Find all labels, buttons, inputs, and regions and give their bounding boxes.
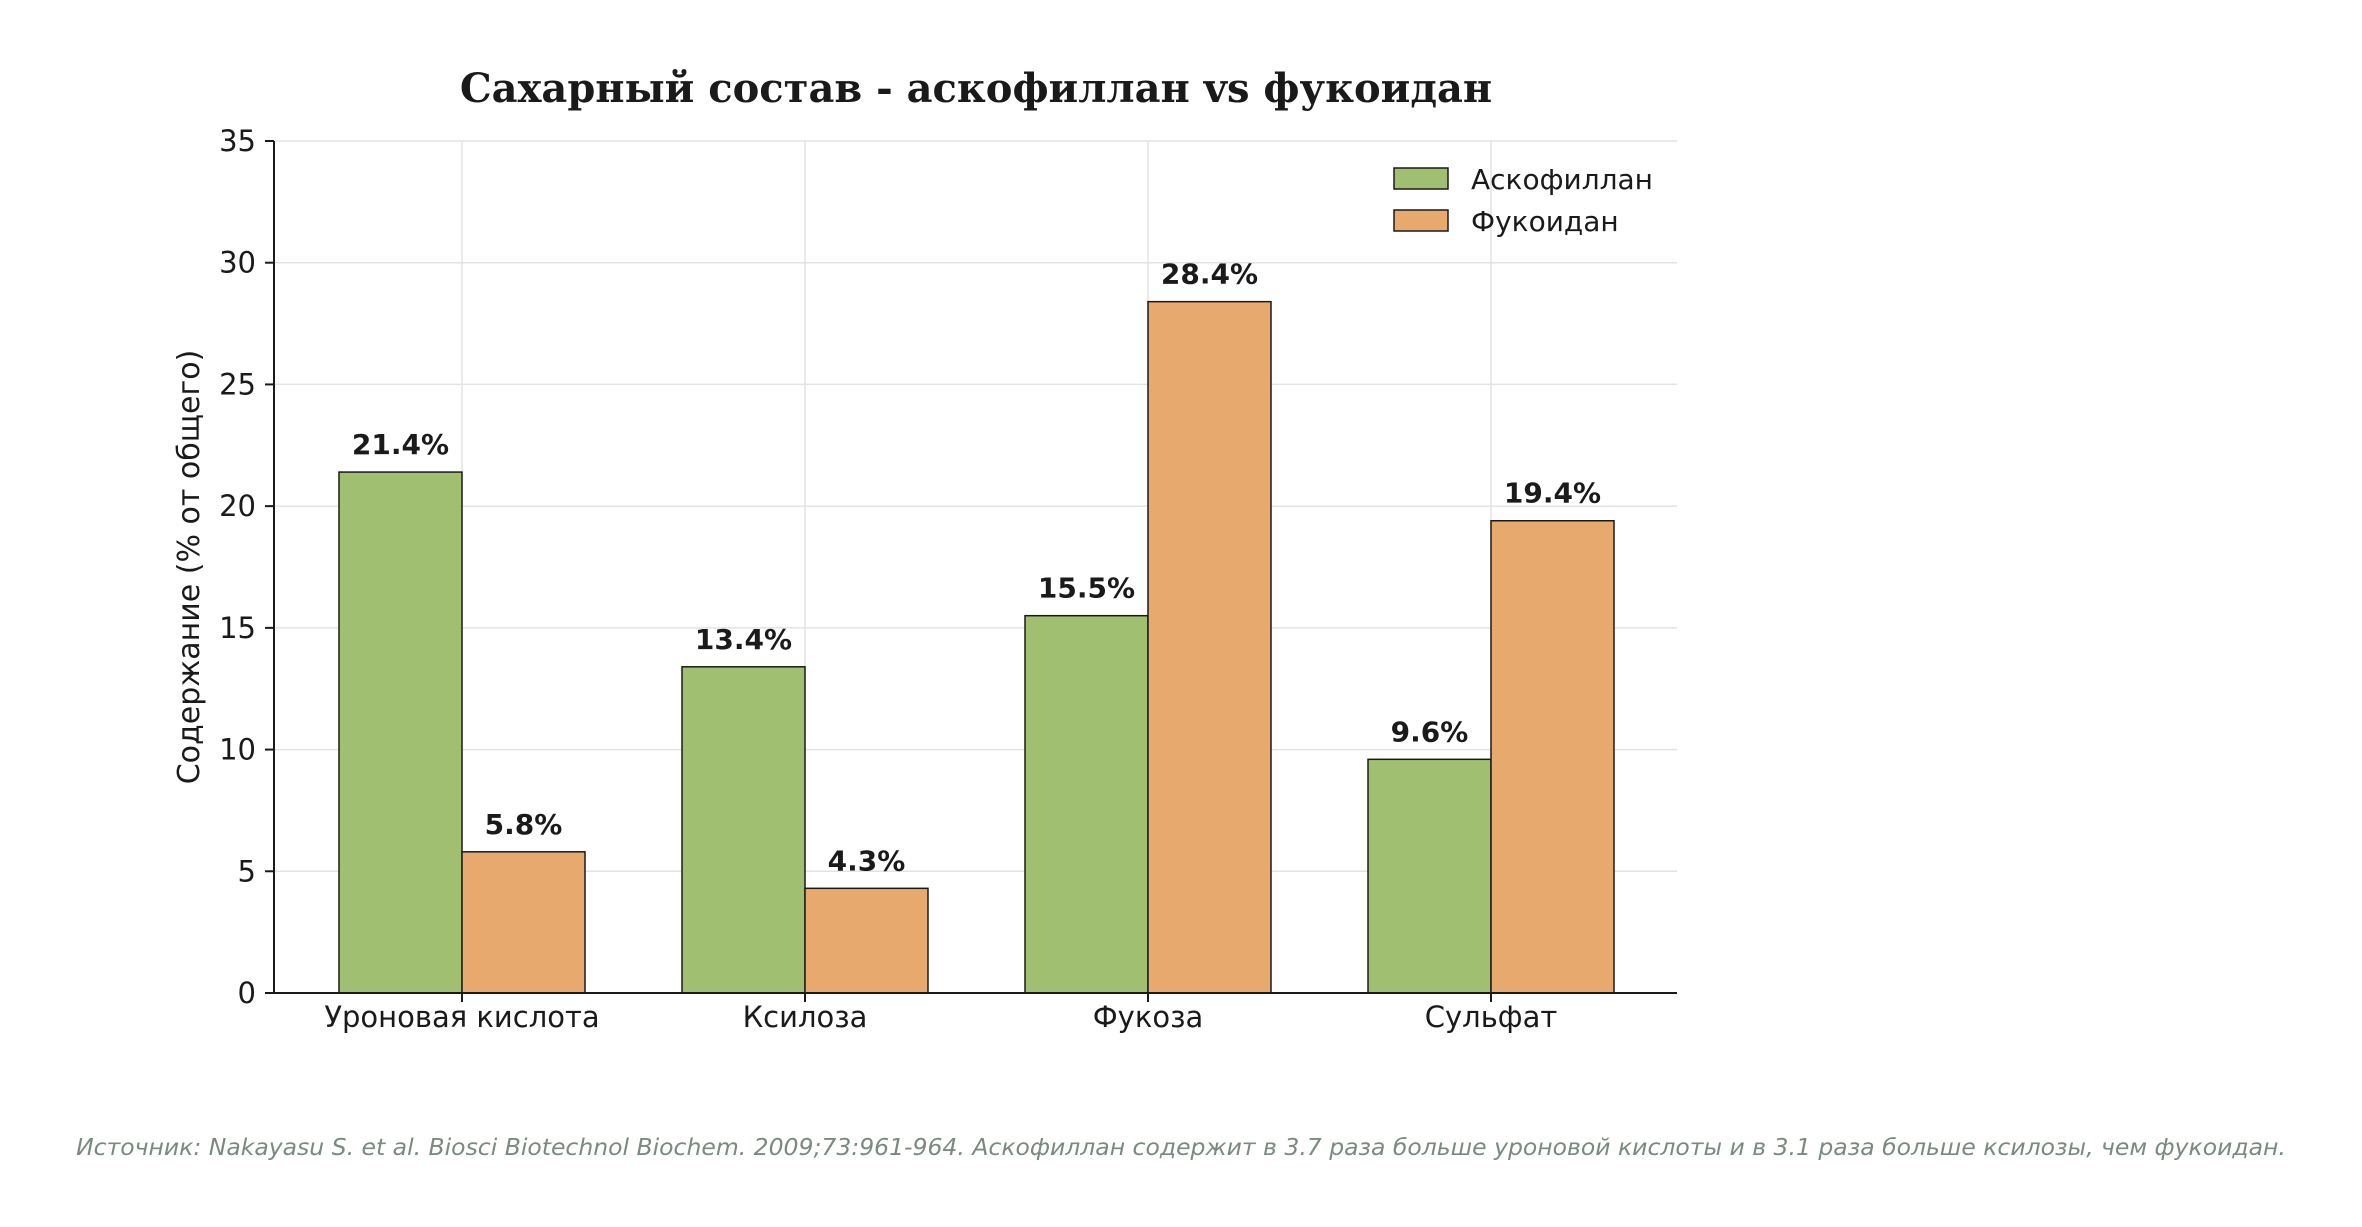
bar-ascophyllan bbox=[1024, 614, 1149, 994]
x-tick-label: Фукоза bbox=[1093, 1000, 1204, 1034]
bar-ascophyllan bbox=[681, 666, 806, 994]
source-note: Источник: Nakayasu S. et al. Biosci Biot… bbox=[76, 1133, 2286, 1161]
bar-value-label: 15.5% bbox=[1038, 572, 1135, 605]
y-tick-label: 30 bbox=[219, 246, 256, 280]
bar-ascophyllan bbox=[1367, 758, 1492, 994]
bar-value-label: 19.4% bbox=[1504, 477, 1601, 510]
y-tick-label: 15 bbox=[219, 611, 256, 645]
y-ticks: 0 5 10 15 20 25 30 35 bbox=[219, 124, 274, 1010]
x-ticks: Уроновая кислота Ксилоза Фукоза Сульфат bbox=[324, 993, 1557, 1034]
x-tick-label: Сульфат bbox=[1425, 1000, 1558, 1034]
bar-value-label: 5.8% bbox=[485, 808, 563, 841]
y-tick-label: 25 bbox=[219, 367, 256, 401]
bar-value-label: 4.3% bbox=[828, 844, 906, 877]
legend-label-ascophyllan: Аскофиллан bbox=[1471, 163, 1653, 196]
bars bbox=[338, 300, 1615, 994]
legend: Аскофиллан Фукоидан bbox=[1393, 163, 1653, 238]
bar-fucoidan bbox=[461, 851, 586, 994]
legend-swatch-ascophyllan bbox=[1393, 167, 1449, 190]
y-tick-label: 20 bbox=[219, 489, 256, 523]
chart-title: Сахарный состав - аскофиллан vs фукоидан bbox=[460, 65, 1492, 112]
legend-label-fucoidan: Фукоидан bbox=[1471, 205, 1619, 238]
y-tick-label: 10 bbox=[219, 733, 256, 767]
x-tick-label: Ксилоза bbox=[743, 1000, 868, 1034]
y-tick-label: 0 bbox=[238, 976, 256, 1010]
legend-swatch-fucoidan bbox=[1393, 209, 1449, 232]
y-tick-label: 5 bbox=[238, 854, 256, 888]
bar-value-label: 28.4% bbox=[1161, 258, 1258, 291]
y-axis-label: Содержание (% от общего) bbox=[172, 350, 207, 785]
y-tick-label: 35 bbox=[219, 124, 256, 158]
bar-ascophyllan bbox=[338, 471, 463, 994]
bar-value-label: 9.6% bbox=[1391, 715, 1469, 748]
x-tick-label: Уроновая кислота bbox=[324, 1000, 599, 1034]
bar-fucoidan bbox=[1147, 300, 1272, 994]
bar-labels: 21.4% 13.4% 15.5% 9.6% 5.8% 4.3% 28.4% 19.4% bbox=[352, 258, 1601, 878]
bar-fucoidan bbox=[804, 887, 929, 994]
bar-fucoidan bbox=[1490, 519, 1615, 994]
bar-value-label: 21.4% bbox=[352, 428, 449, 461]
axes bbox=[273, 141, 1677, 994]
bar-value-label: 13.4% bbox=[695, 623, 792, 656]
